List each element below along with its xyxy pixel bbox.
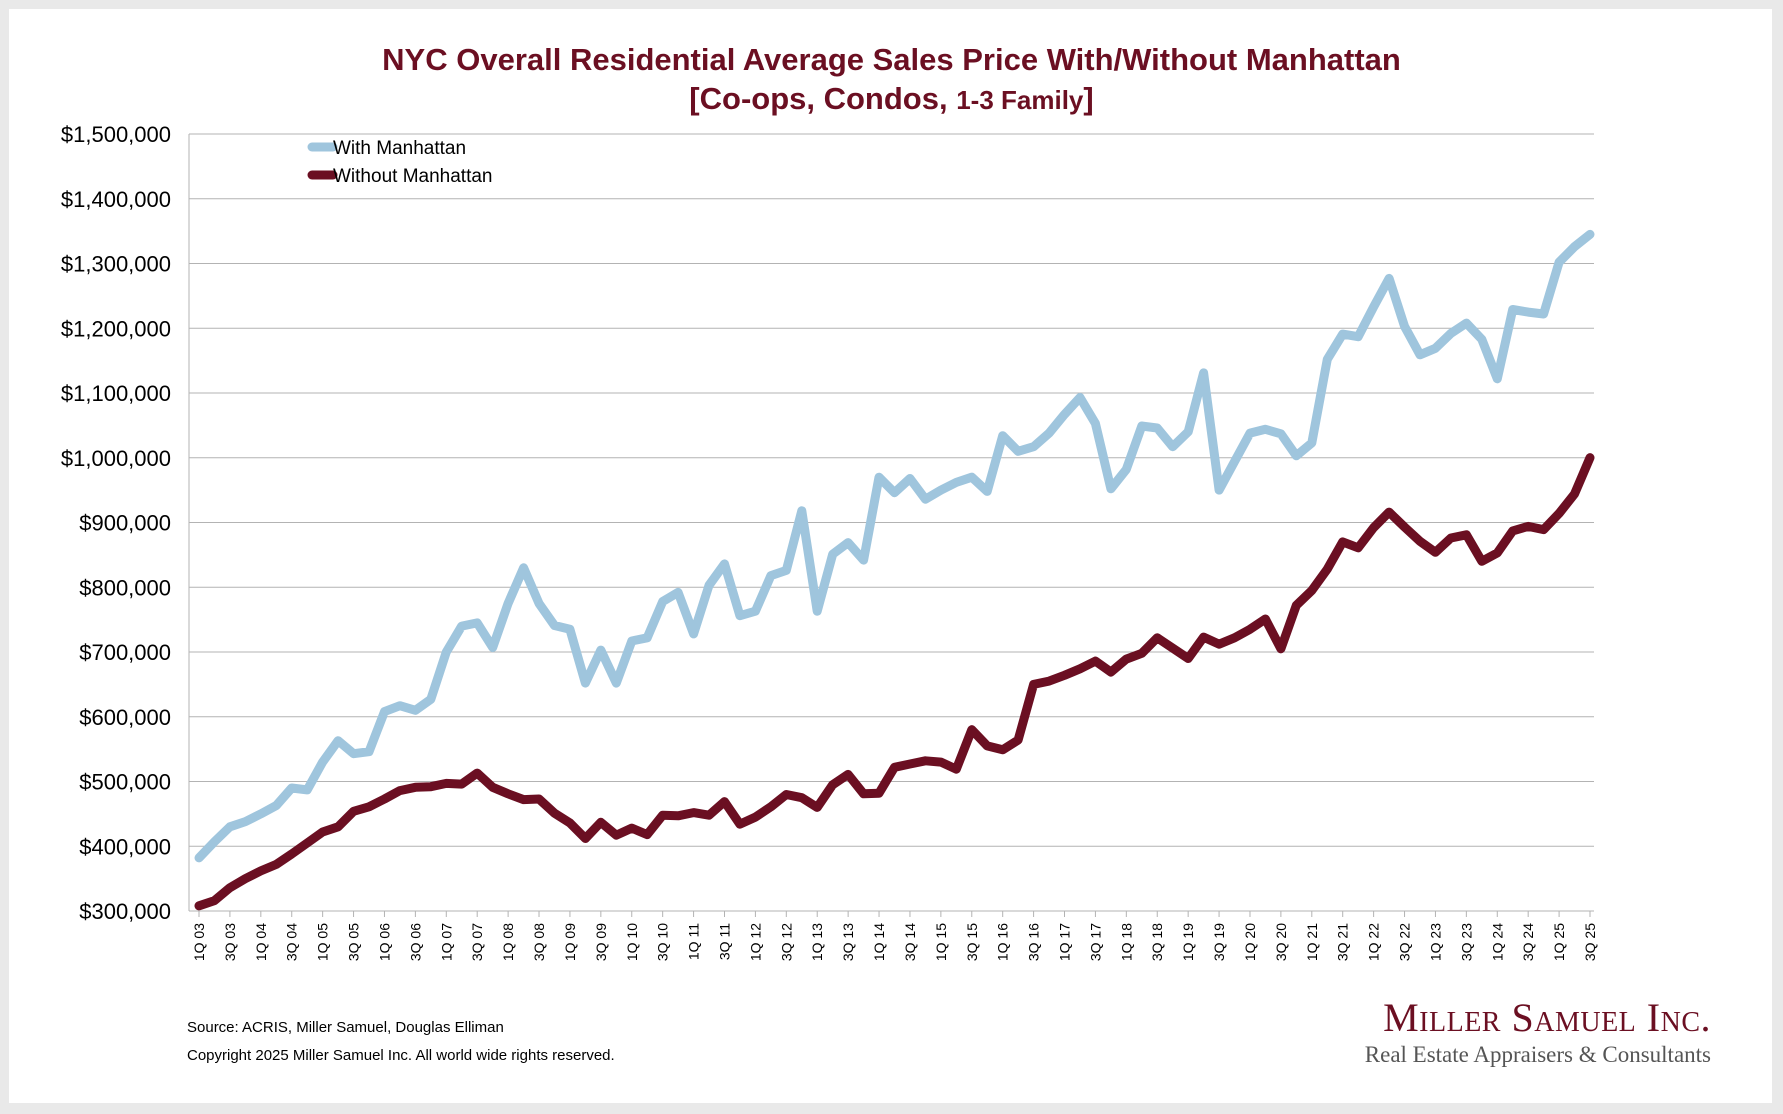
x-tick-label: 1Q 11 — [686, 923, 702, 960]
x-tick-label: 3Q 12 — [778, 923, 794, 961]
y-tick-label: $1,300,000 — [61, 252, 171, 277]
chart-title: NYC Overall Residential Average Sales Pr… — [382, 42, 1401, 77]
x-tick-label: 1Q 23 — [1427, 923, 1443, 961]
x-tick-label: 3Q 05 — [346, 923, 362, 961]
x-tick-label: 3Q 21 — [1335, 923, 1351, 961]
y-tick-label: $1,200,000 — [61, 316, 171, 341]
x-tick-label: 1Q 20 — [1242, 923, 1258, 961]
chart-subtitle: [Co-ops, Condos, 1-3 Family] — [0, 81, 1783, 117]
x-tick-label: 1Q 06 — [376, 923, 392, 961]
y-tick-label: $1,100,000 — [61, 381, 171, 406]
y-tick-label: $800,000 — [79, 575, 171, 600]
x-tick-label: 3Q 07 — [469, 923, 485, 961]
y-tick-label: $700,000 — [79, 640, 171, 665]
x-tick-label: 3Q 14 — [902, 923, 918, 961]
series-line-with-manhattan — [194, 229, 1595, 863]
legend-label-without-manhattan: Without Manhattan — [333, 166, 492, 187]
y-tick-label: $300,000 — [79, 899, 171, 924]
x-tick-label: 1Q 09 — [562, 923, 578, 961]
x-tick-label: 3Q 16 — [1026, 923, 1042, 961]
subtitle-main: [Co-ops, Condos, — [689, 81, 957, 116]
x-tick-label: 3Q 10 — [655, 923, 671, 961]
x-tick-label: 1Q 12 — [747, 923, 763, 961]
x-tick-label: 1Q 07 — [438, 923, 454, 961]
x-tick-label: 3Q 15 — [964, 923, 980, 961]
x-tick-label: 1Q 03 — [191, 923, 207, 961]
source-note: Source: ACRIS, Miller Samuel, Douglas El… — [187, 1019, 504, 1036]
x-tick-label: 1Q 19 — [1180, 923, 1196, 961]
series-line-without-manhattan — [194, 453, 1595, 911]
x-tick-label: 1Q 14 — [871, 923, 887, 961]
x-tick-label: 3Q 09 — [593, 923, 609, 961]
x-tick-label: 1Q 24 — [1489, 923, 1505, 961]
x-tick-label: 1Q 22 — [1366, 923, 1382, 961]
x-tick-label: 3Q 17 — [1087, 923, 1103, 961]
y-tick-label: $1,500,000 — [61, 122, 171, 147]
x-tick-label: 1Q 08 — [500, 923, 516, 961]
x-tick-label: 1Q 21 — [1304, 923, 1320, 961]
x-tick-label: 1Q 17 — [1057, 923, 1073, 961]
x-tick-label: 1Q 16 — [995, 923, 1011, 961]
x-tick-label: 3Q 25 — [1582, 923, 1598, 961]
x-tick-label: 3Q 11 — [716, 923, 732, 960]
y-tick-label: $400,000 — [79, 834, 171, 859]
y-tick-label: $500,000 — [79, 770, 171, 795]
x-tick-label: 1Q 13 — [809, 923, 825, 961]
x-tick-label: 3Q 08 — [531, 923, 547, 961]
logo-name: Miller Samuel Inc. — [1383, 995, 1711, 1040]
x-tick-label: 3Q 04 — [284, 923, 300, 961]
x-tick-label: 1Q 05 — [315, 923, 331, 961]
x-tick-label: 1Q 15 — [933, 923, 949, 961]
x-tick-label: 1Q 04 — [253, 923, 269, 961]
x-tick-label: 3Q 24 — [1520, 923, 1536, 961]
x-tick-label: 3Q 03 — [222, 923, 238, 961]
x-tick-label: 3Q 23 — [1458, 923, 1474, 961]
y-tick-label: $600,000 — [79, 705, 171, 730]
x-tick-label: 3Q 19 — [1211, 923, 1227, 961]
x-tick-label: 3Q 13 — [840, 923, 856, 961]
y-tick-label: $900,000 — [79, 511, 171, 536]
logo-tagline: Real Estate Appraisers & Consultants — [1364, 1042, 1711, 1067]
x-tick-label: 1Q 25 — [1551, 923, 1567, 961]
y-tick-label: $1,000,000 — [61, 446, 171, 471]
x-tick-label: 1Q 18 — [1118, 923, 1134, 961]
subtitle-end: ] — [1083, 81, 1094, 116]
subtitle-small: 1-3 Family — [956, 85, 1084, 115]
copyright-note: Copyright 2025 Miller Samuel Inc. All wo… — [187, 1047, 615, 1064]
legend-label-with-manhattan: With Manhattan — [333, 138, 466, 159]
x-tick-label: 3Q 18 — [1149, 923, 1165, 961]
company-logo: Miller Samuel Inc. Real Estate Appraiser… — [1365, 996, 1711, 1070]
x-tick-label: 3Q 20 — [1273, 923, 1289, 961]
x-tick-label: 3Q 22 — [1397, 923, 1413, 961]
y-tick-label: $1,400,000 — [61, 187, 171, 212]
x-tick-label: 3Q 06 — [407, 923, 423, 961]
x-tick-label: 1Q 10 — [624, 923, 640, 961]
